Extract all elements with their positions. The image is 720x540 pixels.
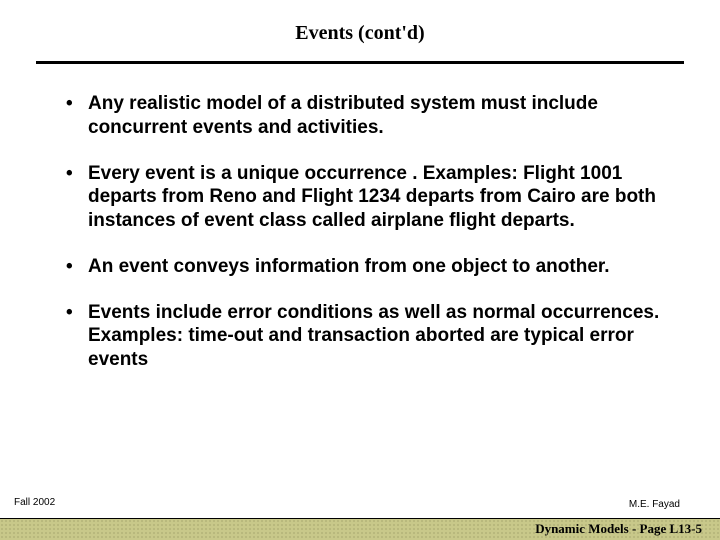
footer-page-label: Dynamic Models - Page L13-5 (535, 521, 702, 537)
bullet-list: Any realistic model of a distributed sys… (60, 92, 660, 372)
bullet-item: Every event is a unique occurrence . Exa… (60, 162, 660, 233)
slide-title: Events (cont'd) (0, 22, 720, 45)
footer-author: M.E. Fayad (629, 499, 680, 510)
bullet-item: Events include error conditions as well … (60, 301, 660, 372)
footer-term: Fall 2002 (14, 497, 55, 508)
content-area: Any realistic model of a distributed sys… (0, 64, 720, 372)
footer: Fall 2002 M.E. Fayad Dynamic Models - Pa… (0, 484, 720, 540)
bullet-item: An event conveys information from one ob… (60, 255, 660, 279)
footer-bar: Dynamic Models - Page L13-5 (0, 518, 720, 540)
bullet-item: Any realistic model of a distributed sys… (60, 92, 660, 140)
title-area: Events (cont'd) (0, 0, 720, 57)
